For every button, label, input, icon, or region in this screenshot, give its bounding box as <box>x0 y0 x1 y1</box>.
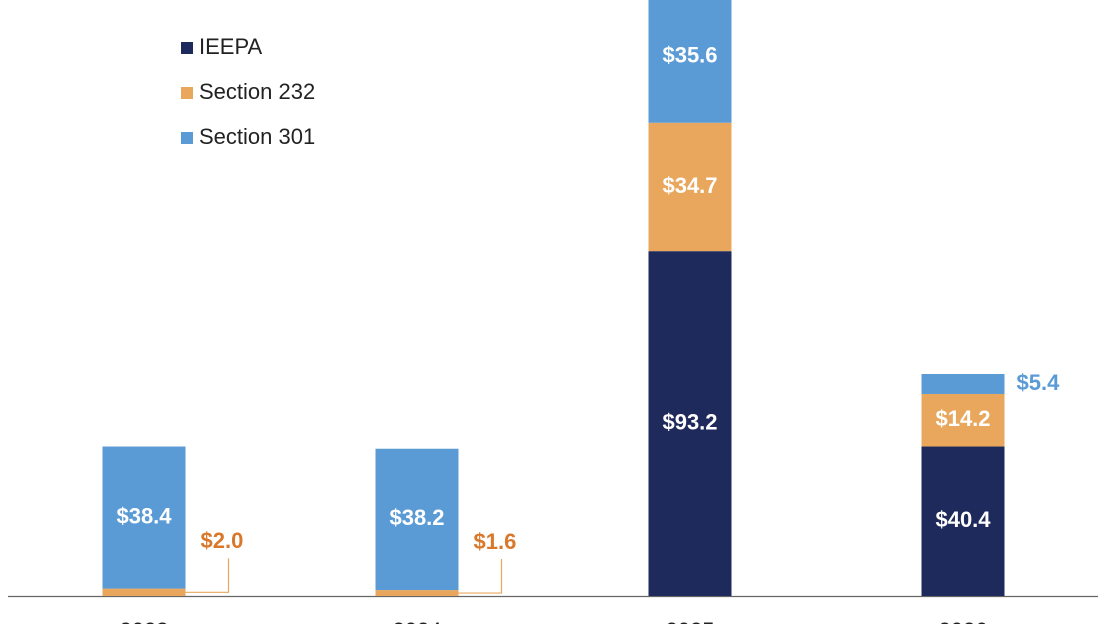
data-label: $1.6 <box>474 529 517 554</box>
bar-segment <box>921 393 1005 447</box>
data-label: $40.4 <box>935 507 991 532</box>
data-label: $2.0 <box>201 528 244 553</box>
data-label: $34.7 <box>662 173 717 198</box>
bar-segment <box>102 588 186 596</box>
data-label: $14.2 <box>935 406 990 431</box>
leader-line <box>185 558 230 593</box>
bar-segment <box>648 122 732 252</box>
data-label: $5.4 <box>1017 370 1061 395</box>
legend-label: Section 301 <box>199 124 315 149</box>
bar-segment <box>375 448 459 591</box>
x-tick-label: 2026 <box>939 618 988 624</box>
legend-swatch <box>181 132 193 144</box>
bar-segment <box>102 446 186 589</box>
x-tick-label: 2023 <box>120 618 169 624</box>
data-label: $93.2 <box>662 409 717 434</box>
x-tick-label: 2024 <box>393 618 442 624</box>
bar-segment <box>921 374 1005 394</box>
legend-swatch <box>181 87 193 99</box>
legend-swatch <box>181 42 193 54</box>
legend-label: Section 232 <box>199 79 315 104</box>
leader-line <box>458 559 503 594</box>
bar-segment <box>648 251 732 596</box>
bar-segment <box>648 0 732 123</box>
x-tick-label: 2025 <box>666 618 715 624</box>
data-label: $38.2 <box>389 505 444 530</box>
bar-segment <box>375 590 459 596</box>
legend-label: IEEPA <box>199 34 263 59</box>
data-label: $35.6 <box>662 43 717 68</box>
bar-segment <box>921 446 1005 596</box>
data-label: $38.4 <box>116 503 172 528</box>
